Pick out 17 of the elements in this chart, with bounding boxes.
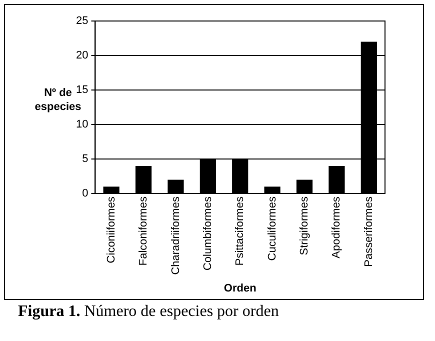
y-tick-label: 0 [82,188,88,200]
y-tick-label: 15 [76,84,88,96]
x-tick-label: Strigiformes [298,196,311,256]
y-tick-label: 20 [76,50,88,62]
y-tick-label: 10 [76,118,88,131]
y-tick-label: 5 [82,153,88,166]
x-tick-label: Apodiformes [330,196,343,258]
x-tick-label: Columbiformes [202,196,214,271]
y-tick-label: 25 [76,15,88,28]
x-tick-label: Psittaciformes [234,196,246,266]
x-tick-label: Passeriformes [362,196,375,267]
text: Figura 1. Número de especies por orden [18,303,279,321]
x-tick-label: Falconiformes [138,196,150,266]
x-axis-title: Orden [224,282,257,294]
x-tick-label: Ciconiiformes [105,196,118,264]
x-tick-label: Cuculiformes [266,196,278,261]
x-tick-label: Charadriiformes [170,196,182,275]
